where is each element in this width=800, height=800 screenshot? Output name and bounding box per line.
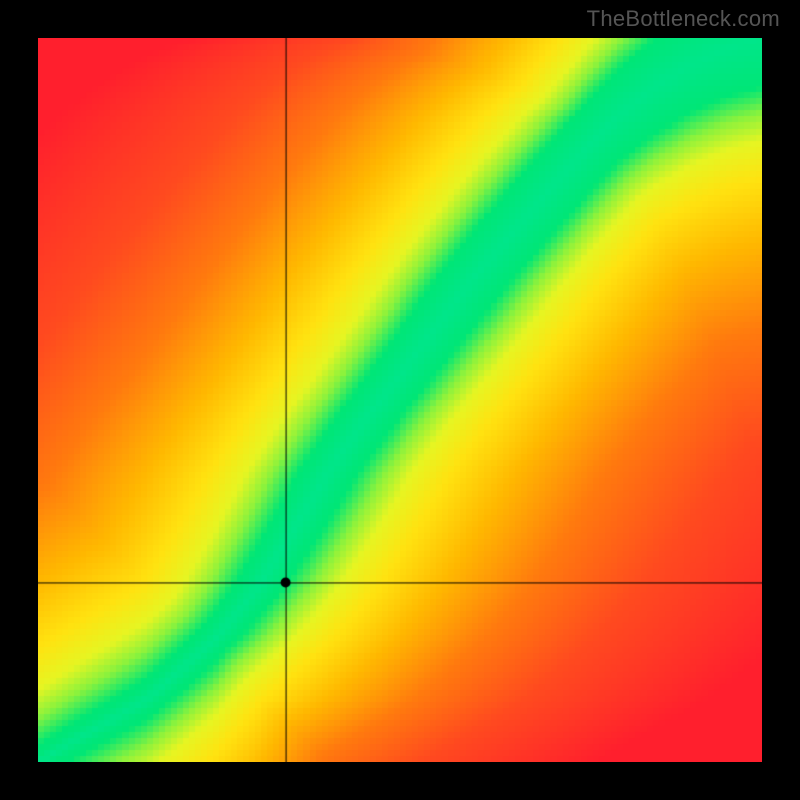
- heatmap-canvas: [38, 38, 762, 762]
- chart-container: TheBottleneck.com: [0, 0, 800, 800]
- watermark-text: TheBottleneck.com: [587, 6, 780, 32]
- plot-area: [38, 38, 762, 762]
